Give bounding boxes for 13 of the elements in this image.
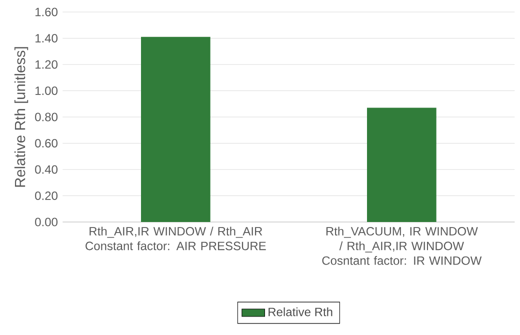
y-axis-title: Relative Rth [unitless]	[14, 47, 28, 187]
y-tick-label: 0.00	[35, 218, 58, 226]
x-tick-label: Rth_VACUUM, IR WINDOW / Rth_AIR,IR WINDOW Cosntant factor: IR WINDOW	[322, 226, 482, 265]
y-tick-label: 1.20	[36, 60, 58, 69]
y-tick-label: 0.60	[35, 138, 58, 148]
y-tick-label: 1.40	[36, 34, 58, 43]
y-tick-label: 0.80	[35, 112, 58, 122]
y-tick-label: 0.20	[35, 191, 58, 200]
legend-label: Relative Rth	[268, 307, 332, 316]
y-tick-label: 1.60	[36, 8, 58, 16]
y-tick-label: 1.00	[36, 86, 58, 96]
y-tick-label: 0.40	[35, 165, 58, 174]
x-tick-label: Rth_AIR,IR WINDOW / Rth_AIR Constant factor: AIR PRESSURE	[86, 226, 266, 250]
